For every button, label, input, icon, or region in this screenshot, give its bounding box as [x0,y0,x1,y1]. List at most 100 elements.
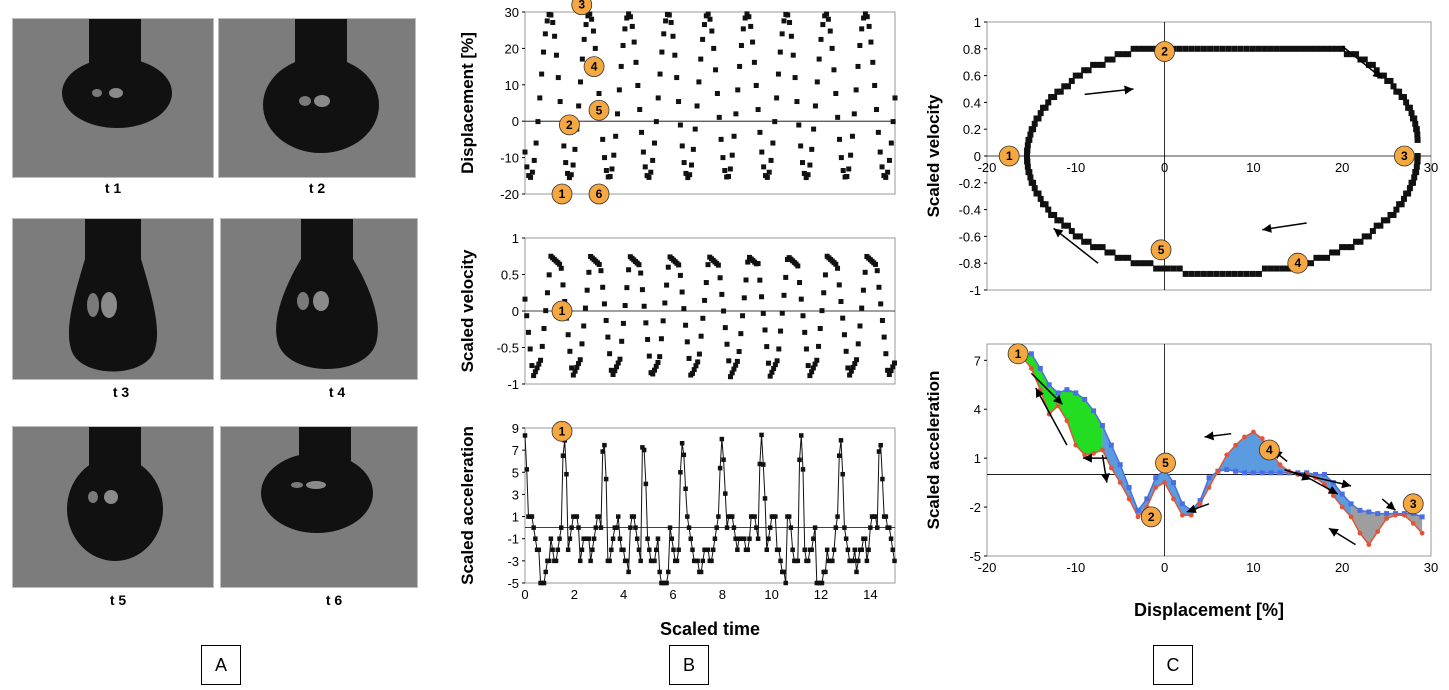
data-point [700,558,706,564]
data-point [1365,61,1372,68]
data-point [833,525,839,530]
annotation-circle [551,420,573,442]
x-tick-label: 20 [1335,160,1349,175]
data-point [786,514,792,519]
data-point [781,292,787,298]
data-point [825,16,831,22]
data-point [681,306,687,312]
data-point [879,317,885,323]
data-point [524,313,530,319]
data-point [835,114,841,120]
data-point [624,285,630,291]
direction-arrow [1381,498,1396,511]
data-point [1040,201,1047,208]
data-point [1207,45,1214,52]
y-tick-label: 10 [505,78,519,93]
direction-arrow [1310,478,1339,495]
data-point [539,71,545,77]
annotation-marker: 4 [583,56,605,77]
data-point [810,365,816,371]
y-tick-label: 0.2 [963,122,981,137]
x-tick-label: 2 [571,587,578,602]
data-point [1414,131,1421,138]
data-point [1104,249,1111,256]
data-point [660,318,666,324]
data-point [1076,72,1083,79]
data-point [833,91,839,97]
y-tick-label: -5 [969,549,981,564]
data-point [1024,163,1031,170]
data-point [1273,265,1280,272]
data-point [1348,501,1354,507]
upper-curve [1022,353,1423,518]
data-point [1027,131,1034,138]
data-point [1308,45,1315,52]
data-point [1108,465,1114,471]
y-tick-label: -0.5 [497,341,519,356]
droplet-photo [219,19,415,177]
y-tick-label: -3 [507,554,519,569]
data-point [668,19,674,25]
annotation-label: 2 [566,118,573,132]
data-point [1410,520,1416,526]
data-point [1400,195,1407,202]
data-point [1117,462,1123,468]
data-point [662,300,668,306]
data-point [636,262,642,268]
phase-acceleration-chart: -5 -2 1 4 7 -20 -10 0 10 20 30 Scaled acceleration D… [925,343,1438,620]
x-axis-label: Displacement [%] [1134,600,1284,620]
data-point [1055,403,1061,409]
x-tick-label: 0 [1161,160,1168,175]
data-point [631,514,637,519]
data-point [583,22,589,28]
data-point [843,348,849,354]
annotation-label: 5 [596,103,603,117]
data-point [849,133,855,139]
data-point [805,363,811,369]
data-point [638,270,644,276]
data-point [716,514,721,519]
data-point [883,351,889,357]
data-point [622,303,628,309]
data-point [760,310,766,316]
data-point [567,536,573,541]
data-point [637,107,643,113]
data-point [577,357,583,363]
data-point [788,33,794,39]
data-point [752,514,757,519]
data-point [1197,498,1203,504]
data-point [1037,110,1044,117]
data-point [674,558,680,564]
data-point [830,558,835,564]
data-point [700,315,706,321]
data-point [1147,260,1154,267]
data-point [679,143,685,149]
data-point [874,525,880,530]
data-point [671,547,676,553]
photo-t4 [220,218,418,380]
data-point [888,536,894,541]
data-point [1082,396,1088,402]
data-point [1141,260,1148,267]
data-point [614,364,620,370]
data-point [536,547,542,553]
data-point [1233,442,1239,448]
data-point [788,525,794,530]
data-point [766,536,771,541]
data-point [613,133,619,139]
annotation-label: 1 [1006,149,1013,163]
data-point [1403,99,1410,106]
data-point [522,296,528,302]
data-point [755,107,761,113]
data-point [607,173,613,179]
data-point [618,63,624,69]
data-point [658,336,664,342]
x-tick-label: 14 [863,587,877,602]
data-point [1411,174,1418,181]
data-point [1224,467,1230,473]
data-point [541,49,546,55]
data-point [1109,249,1116,256]
data-point [1130,260,1137,267]
data-point [698,569,704,575]
data-point [1353,238,1360,245]
